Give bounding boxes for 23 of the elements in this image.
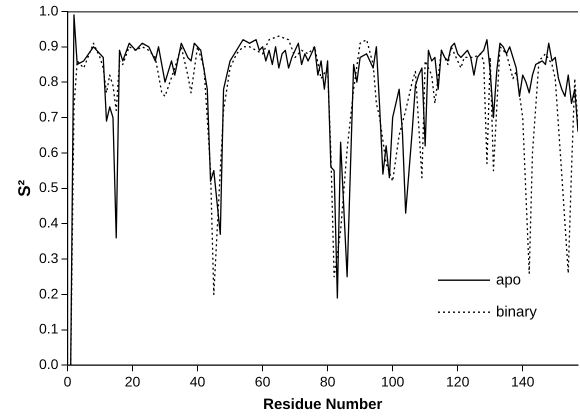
y-axis-title: S² <box>15 179 34 197</box>
y-tick-label: 0.4 <box>38 214 59 231</box>
y-tick-label: 0.8 <box>38 73 59 90</box>
legend-label: binary <box>496 303 538 320</box>
y-tick-label: 0.2 <box>38 285 59 302</box>
y-tick-label: 0.1 <box>38 320 59 337</box>
x-tick-label: 0 <box>64 373 72 390</box>
y-tick-label: 0.3 <box>38 250 59 266</box>
x-tick-label: 20 <box>124 373 140 390</box>
x-tick-label: 40 <box>190 373 206 390</box>
y-tick-label: 1.0 <box>38 2 59 18</box>
x-tick-label: 140 <box>511 373 535 390</box>
x-tick-label: 100 <box>380 373 405 390</box>
y-tick-label: 0.9 <box>38 38 59 54</box>
legend-label: apo <box>496 271 522 288</box>
y-tick-label: 0.7 <box>38 108 59 124</box>
x-tick-label: 60 <box>254 373 271 390</box>
y-tick-label: 0.0 <box>38 356 59 372</box>
y-tick-label: 0.6 <box>38 144 59 160</box>
x-axis-title: Residue Number <box>263 396 382 414</box>
y-tick-label: 0.5 <box>38 179 59 196</box>
x-tick-label: 120 <box>446 373 470 390</box>
x-tick-label: 80 <box>320 373 336 390</box>
